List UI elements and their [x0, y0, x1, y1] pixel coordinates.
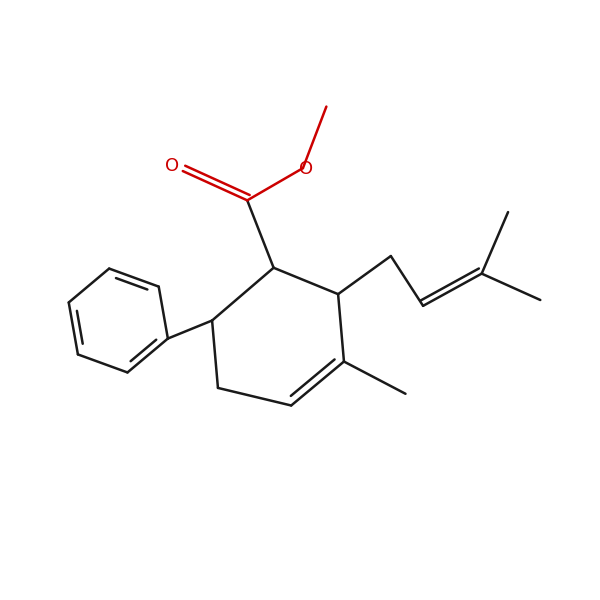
Text: O: O	[165, 157, 179, 175]
Text: O: O	[299, 160, 313, 178]
